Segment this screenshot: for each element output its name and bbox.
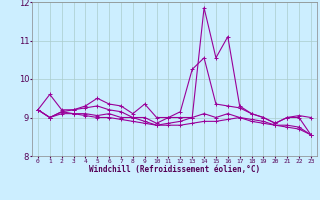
X-axis label: Windchill (Refroidissement éolien,°C): Windchill (Refroidissement éolien,°C) — [89, 165, 260, 174]
